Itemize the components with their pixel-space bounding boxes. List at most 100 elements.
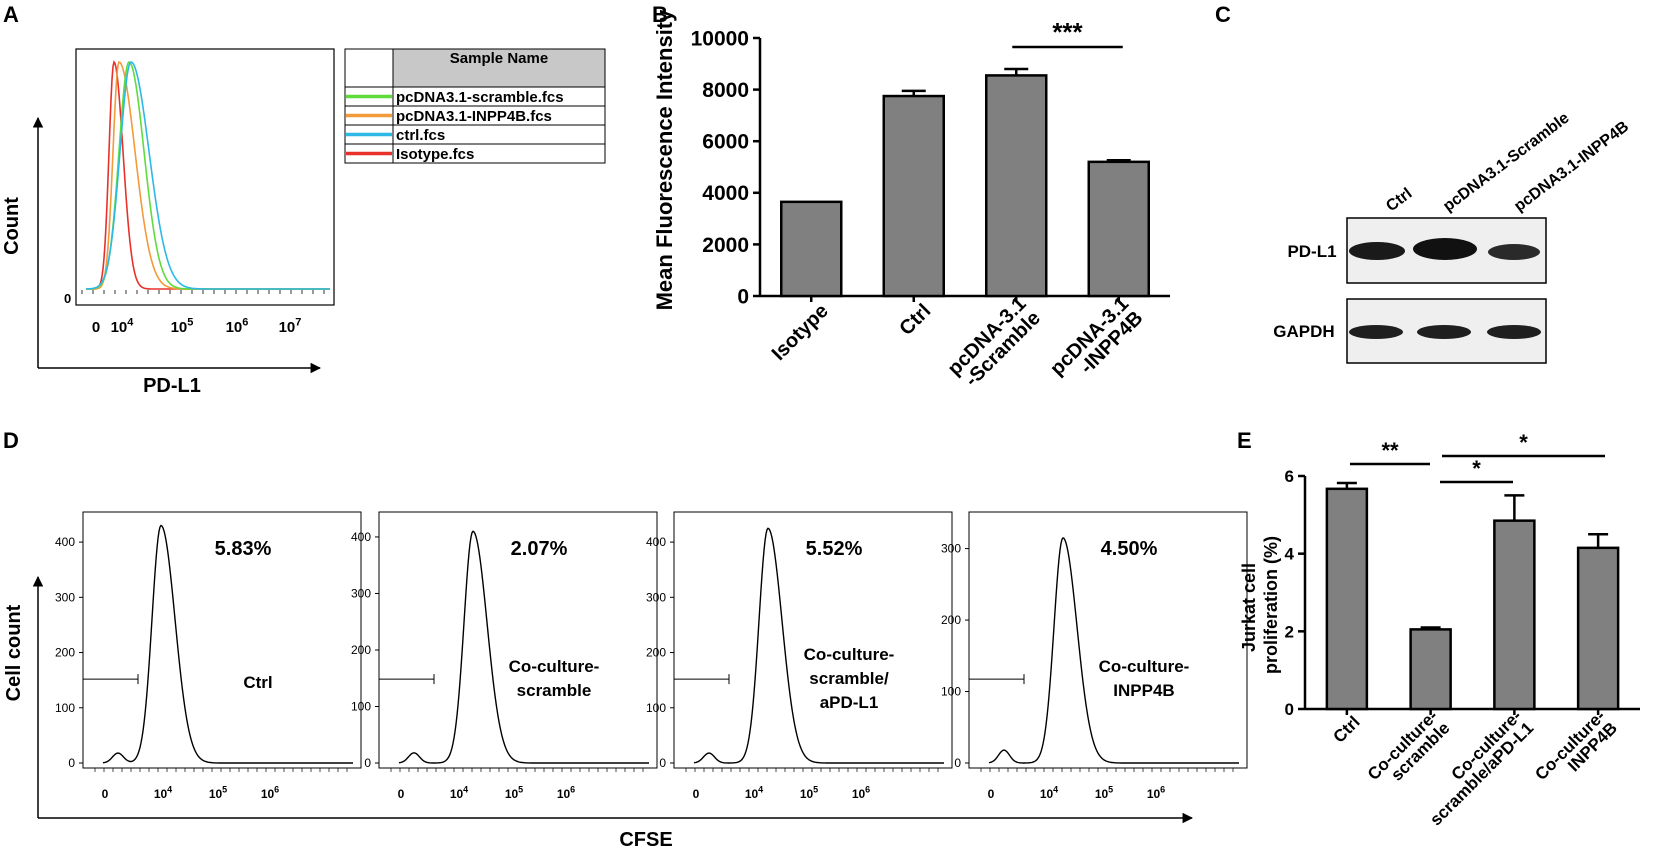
significance-label: **	[1381, 438, 1399, 463]
panel-label-b: B	[652, 2, 668, 27]
y-tick-label: 100	[941, 685, 961, 699]
x-tick-label-base: 10	[209, 787, 223, 801]
y-tick-label: 400	[55, 535, 75, 549]
x-tick-label: 0	[988, 787, 995, 801]
panel-a-x-tick: 0	[92, 319, 100, 336]
bar	[1576, 546, 1620, 711]
x-category-label: Co-culture-scramble	[1364, 706, 1454, 796]
blot-row-label-pd-l1: PD-L1	[1287, 242, 1336, 261]
panel-a-x-tick-exponent: 4	[127, 316, 134, 328]
x-tick-label-exponent: 4	[463, 785, 468, 795]
panel-label-a: A	[3, 2, 19, 27]
y-tick-label: 0	[659, 756, 666, 770]
panel-e-y-label-line1: Jurkat cell	[1239, 563, 1259, 652]
y-tick-label: 2	[1285, 622, 1294, 641]
significance-label: *	[1472, 456, 1481, 481]
y-tick-label: 400	[646, 535, 666, 549]
sample-label: scramble/	[809, 669, 889, 688]
x-category-label: Co-culture-INPP4B	[1531, 706, 1621, 796]
x-tick-label-base: 10	[1147, 787, 1161, 801]
x-tick-label-base: 0	[988, 787, 995, 801]
x-tick-label-base: 10	[505, 787, 519, 801]
y-tick-label: 10000	[691, 27, 749, 50]
blot-row-label-gapdh: GAPDH	[1273, 322, 1334, 341]
legend-header-shade	[392, 48, 606, 88]
panel-d-y-label: Cell count	[3, 604, 25, 701]
panel-label-c: C	[1215, 2, 1231, 27]
x-tick-label-exponent: 4	[1053, 785, 1058, 795]
y-tick-label: 100	[646, 701, 666, 715]
panel-a-x-tick-base: 10	[279, 319, 296, 336]
panel-label-d: D	[3, 428, 19, 453]
percent-label: 4.50%	[1101, 538, 1158, 560]
legend-label: ctrl.fcs	[396, 127, 445, 144]
x-tick-label: 106	[1147, 785, 1165, 801]
y-tick-label: 4000	[702, 182, 749, 205]
y-tick-label: 200	[646, 646, 666, 660]
band-pd-l1-inpp4b	[1488, 244, 1540, 260]
percent-label: 2.07%	[511, 538, 568, 560]
significance-label: *	[1519, 430, 1528, 455]
y-tick-label: 200	[941, 613, 961, 627]
panel-a-curves	[86, 60, 330, 290]
x-category-line: Isotype	[768, 300, 833, 365]
y-tick-label: 6000	[702, 131, 749, 154]
panel-a-x-tick-exponent: 7	[295, 316, 301, 328]
panel-b-bar-chart: Mean Fluorescence Intensity 0 2000 4000 600…	[652, 9, 1170, 394]
sample-label: Co-culture-	[804, 645, 895, 664]
panel-b-y-label: Mean Fluorescence Intensity	[652, 9, 677, 311]
sample-label: scramble	[517, 681, 592, 700]
bar	[1493, 519, 1536, 711]
sample-label: Ctrl	[243, 673, 272, 692]
x-tick-label: 106	[261, 785, 279, 801]
y-tick-label: 0	[954, 756, 961, 770]
x-tick-label-exponent: 5	[813, 785, 818, 795]
band-pd-l1-ctrl	[1349, 242, 1405, 260]
x-category-line: Ctrl	[1330, 712, 1364, 746]
panel-a-x-tick: 106	[226, 316, 249, 336]
x-tick-label: 0	[693, 787, 700, 801]
x-category-label: Isotype	[768, 300, 833, 365]
panel-a-y-zero: 0	[64, 291, 71, 306]
x-tick-label: 105	[800, 785, 818, 801]
x-tick-label: 104	[1040, 785, 1058, 801]
legend-label: pcDNA3.1-INPP4B.fcs	[396, 108, 552, 125]
x-tick-label-base: 10	[450, 787, 464, 801]
x-tick-label-base: 10	[745, 787, 759, 801]
panel-a-plot-frame	[75, 48, 335, 306]
x-tick-label-base: 10	[1040, 787, 1054, 801]
panel-e-y-label: Jurkat cell proliferation (%)	[1239, 536, 1281, 674]
x-tick-label-exponent: 4	[167, 785, 172, 795]
x-tick-label-base: 10	[154, 787, 168, 801]
plot-frame	[673, 511, 953, 769]
bar	[1409, 628, 1452, 711]
x-tick-label: 106	[852, 785, 870, 801]
x-tick-label: 105	[1095, 785, 1113, 801]
panel-a-x-tick: 104	[111, 316, 135, 336]
panel-label-e: E	[1237, 428, 1252, 453]
x-category-line: Ctrl	[895, 300, 935, 340]
legend-header: Sample Name	[450, 50, 548, 67]
plot-frame	[378, 511, 658, 769]
cfse-curve	[693, 527, 944, 764]
panel-a-curve	[86, 61, 330, 290]
plot-frame	[82, 511, 362, 769]
sample-label: Co-culture-	[509, 657, 600, 676]
y-tick-label: 4	[1285, 545, 1295, 564]
x-tick-label-base: 0	[693, 787, 700, 801]
sample-label: INPP4B	[1113, 681, 1174, 700]
x-tick-label: 106	[557, 785, 575, 801]
bar	[1325, 487, 1369, 711]
band-gapdh-scramble	[1417, 325, 1471, 339]
x-category-label: pcDNA-3.1-Scramble	[944, 293, 1045, 394]
x-category-label: Ctrl	[895, 300, 935, 340]
blot-lane-label-ctrl: Ctrl	[1383, 185, 1415, 215]
x-tick-label-exponent: 6	[865, 785, 870, 795]
